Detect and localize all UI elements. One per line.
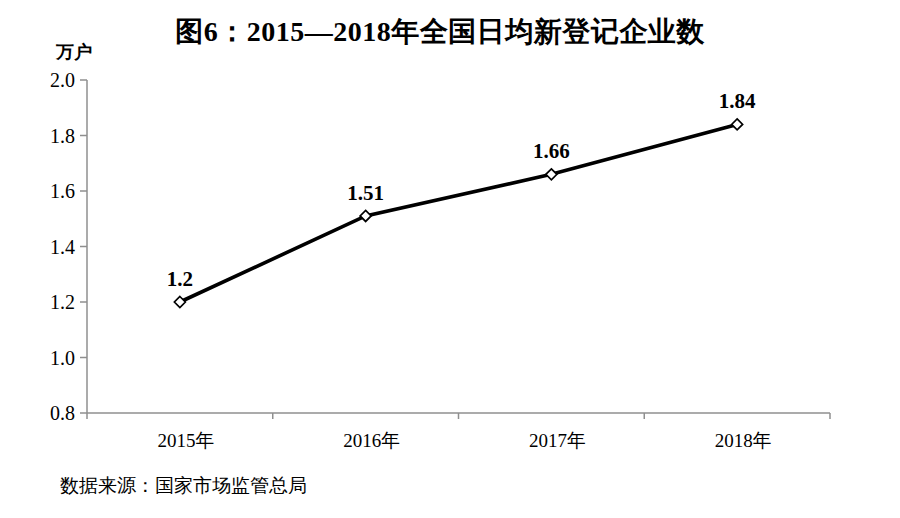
data-point-label: 1.66 [533,139,570,163]
data-point-label: 1.51 [347,181,384,205]
data-point-label: 1.2 [167,267,193,291]
x-axis-label: 2016年 [343,430,400,451]
y-axis-tick-label: 0.8 [50,402,75,424]
data-point-marker [732,119,743,130]
y-axis-tick-label: 1.8 [50,125,75,147]
line-chart: 2.0 1.8 1.6 1.4 1.2 1.0 0.8 2015年 2016年 2017年 2018… [0,0,900,518]
x-axis-label: 2015年 [157,430,214,451]
figure-container: 图6：2015—2018年全国日均新登记企业数 万户 2.01.81.61.41… [0,0,900,518]
data-point-label: 1.84 [719,89,756,113]
y-axis-tick-label: 1.2 [50,291,75,313]
y-axis-tick-label: 1.4 [50,236,75,258]
data-point-marker [360,210,371,221]
y-axis-tick-label: 1.6 [50,180,75,202]
y-axis-tick-label: 1.0 [50,347,75,369]
series-line [180,124,737,302]
x-axis-label: 2018年 [715,430,772,451]
data-point-marker [546,169,557,180]
x-axis-label: 2017年 [529,430,586,451]
y-axis-tick-label: 2.0 [50,69,75,91]
source-note: 数据来源：国家市场监管总局 [60,473,307,499]
data-point-marker [174,297,185,308]
